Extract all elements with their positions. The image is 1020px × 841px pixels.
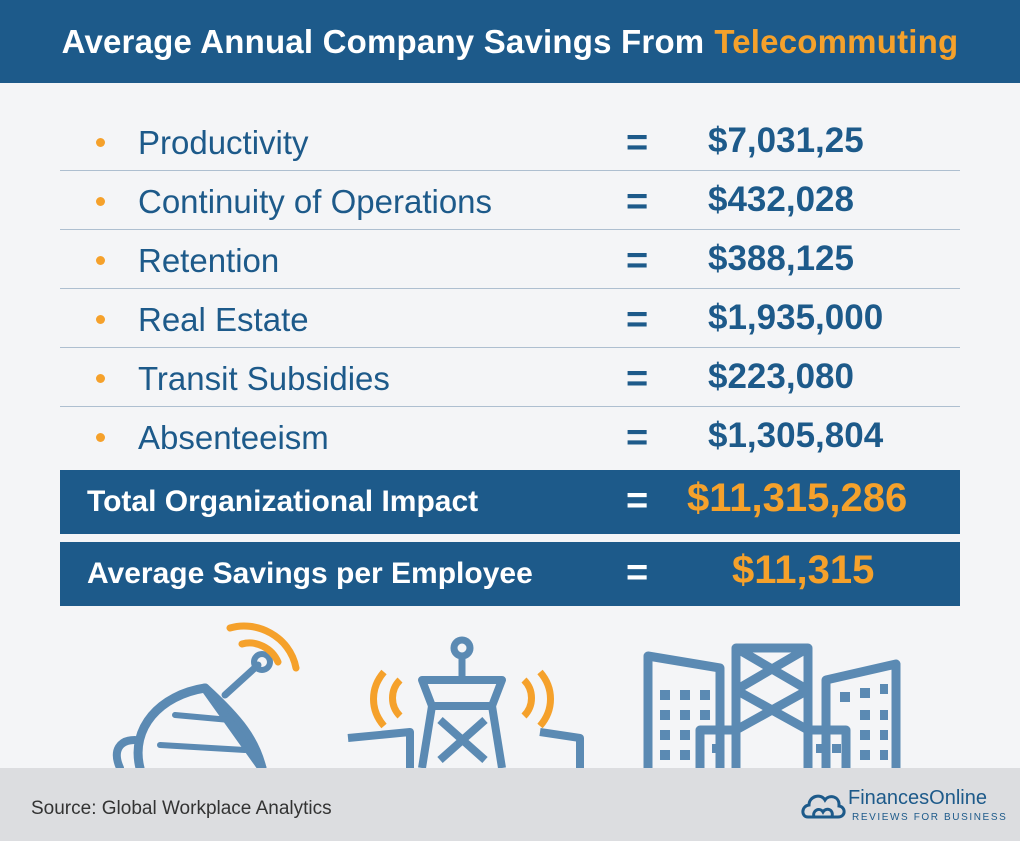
item-label: Transit Subsidies xyxy=(138,360,390,397)
cloud-logo-icon xyxy=(801,794,846,819)
equals-sign: = xyxy=(626,552,649,594)
list-item: Retention = $388,125 xyxy=(60,230,960,289)
brand-name: FinancesOnline xyxy=(848,787,987,809)
item-value: $432,028 xyxy=(708,180,854,219)
item-label: Productivity xyxy=(138,124,309,161)
equals-sign: = xyxy=(626,122,649,164)
equals-sign: = xyxy=(626,240,649,282)
item-label: Continuity of Operations xyxy=(138,183,493,220)
footer: Source: Global Workplace Analytics xyxy=(0,768,1020,841)
item-label: Absenteeism xyxy=(138,419,329,456)
bullet-icon xyxy=(96,256,105,265)
city-buildings-icon xyxy=(643,643,901,768)
title-accent: Telecommuting xyxy=(714,22,959,60)
item-value: $388,125 xyxy=(708,239,854,278)
list-item: Absenteeism = $1,305,804 xyxy=(60,407,960,465)
window-grid-icon xyxy=(660,684,888,760)
item-value: $1,935,000 xyxy=(708,298,884,337)
bullet-icon xyxy=(96,433,105,442)
title-main: Average Annual Company Savings From xyxy=(61,22,705,60)
item-value: $223,080 xyxy=(708,357,854,396)
equals-sign: = xyxy=(626,299,649,341)
item-value: $1,305,804 xyxy=(708,416,884,455)
list-item: Productivity = $7,031,25 xyxy=(60,112,960,171)
average-value: $11,315 xyxy=(732,548,875,592)
list-item: Real Estate = $1,935,000 xyxy=(60,289,960,348)
page-title: Average Annual Company Savings From Tele… xyxy=(0,0,1020,83)
total-label: Total Organizational Impact xyxy=(87,485,479,518)
satellite-dish-icon xyxy=(112,622,300,770)
equals-sign: = xyxy=(626,181,649,223)
average-savings-band: Average Savings per Employee = $11,315 xyxy=(60,542,960,606)
average-label: Average Savings per Employee xyxy=(87,557,533,590)
bullet-icon xyxy=(96,197,105,206)
equals-sign: = xyxy=(626,480,649,522)
illustration xyxy=(112,622,901,770)
bullet-icon xyxy=(96,315,105,324)
source-credit: Source: Global Workplace Analytics xyxy=(31,798,332,819)
equals-sign: = xyxy=(626,417,649,459)
bullet-icon xyxy=(96,138,105,147)
total-impact-band: Total Organizational Impact = $11,315,28… xyxy=(60,470,960,534)
item-label: Real Estate xyxy=(138,301,309,338)
broadcast-tower-icon xyxy=(347,636,584,769)
bullet-icon xyxy=(96,374,105,383)
savings-list: Productivity = $7,031,25 Continuity of O… xyxy=(60,112,960,465)
item-label: Retention xyxy=(138,242,280,279)
list-item: Continuity of Operations = $432,028 xyxy=(60,171,960,230)
item-value: $7,031,25 xyxy=(708,121,864,160)
total-value: $11,315,286 xyxy=(687,476,908,520)
equals-sign: = xyxy=(626,358,649,400)
brand-tagline: REVIEWS FOR BUSINESS xyxy=(852,812,1008,823)
brand-logo[interactable]: FinancesOnline REVIEWS FOR BUSINESS xyxy=(800,783,1010,828)
list-item: Transit Subsidies = $223,080 xyxy=(60,348,960,407)
